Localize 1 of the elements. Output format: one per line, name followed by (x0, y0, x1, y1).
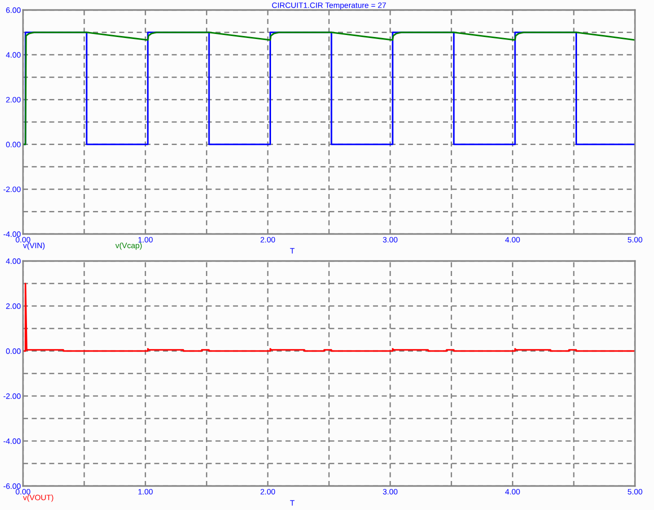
line-series (23, 282, 635, 352)
